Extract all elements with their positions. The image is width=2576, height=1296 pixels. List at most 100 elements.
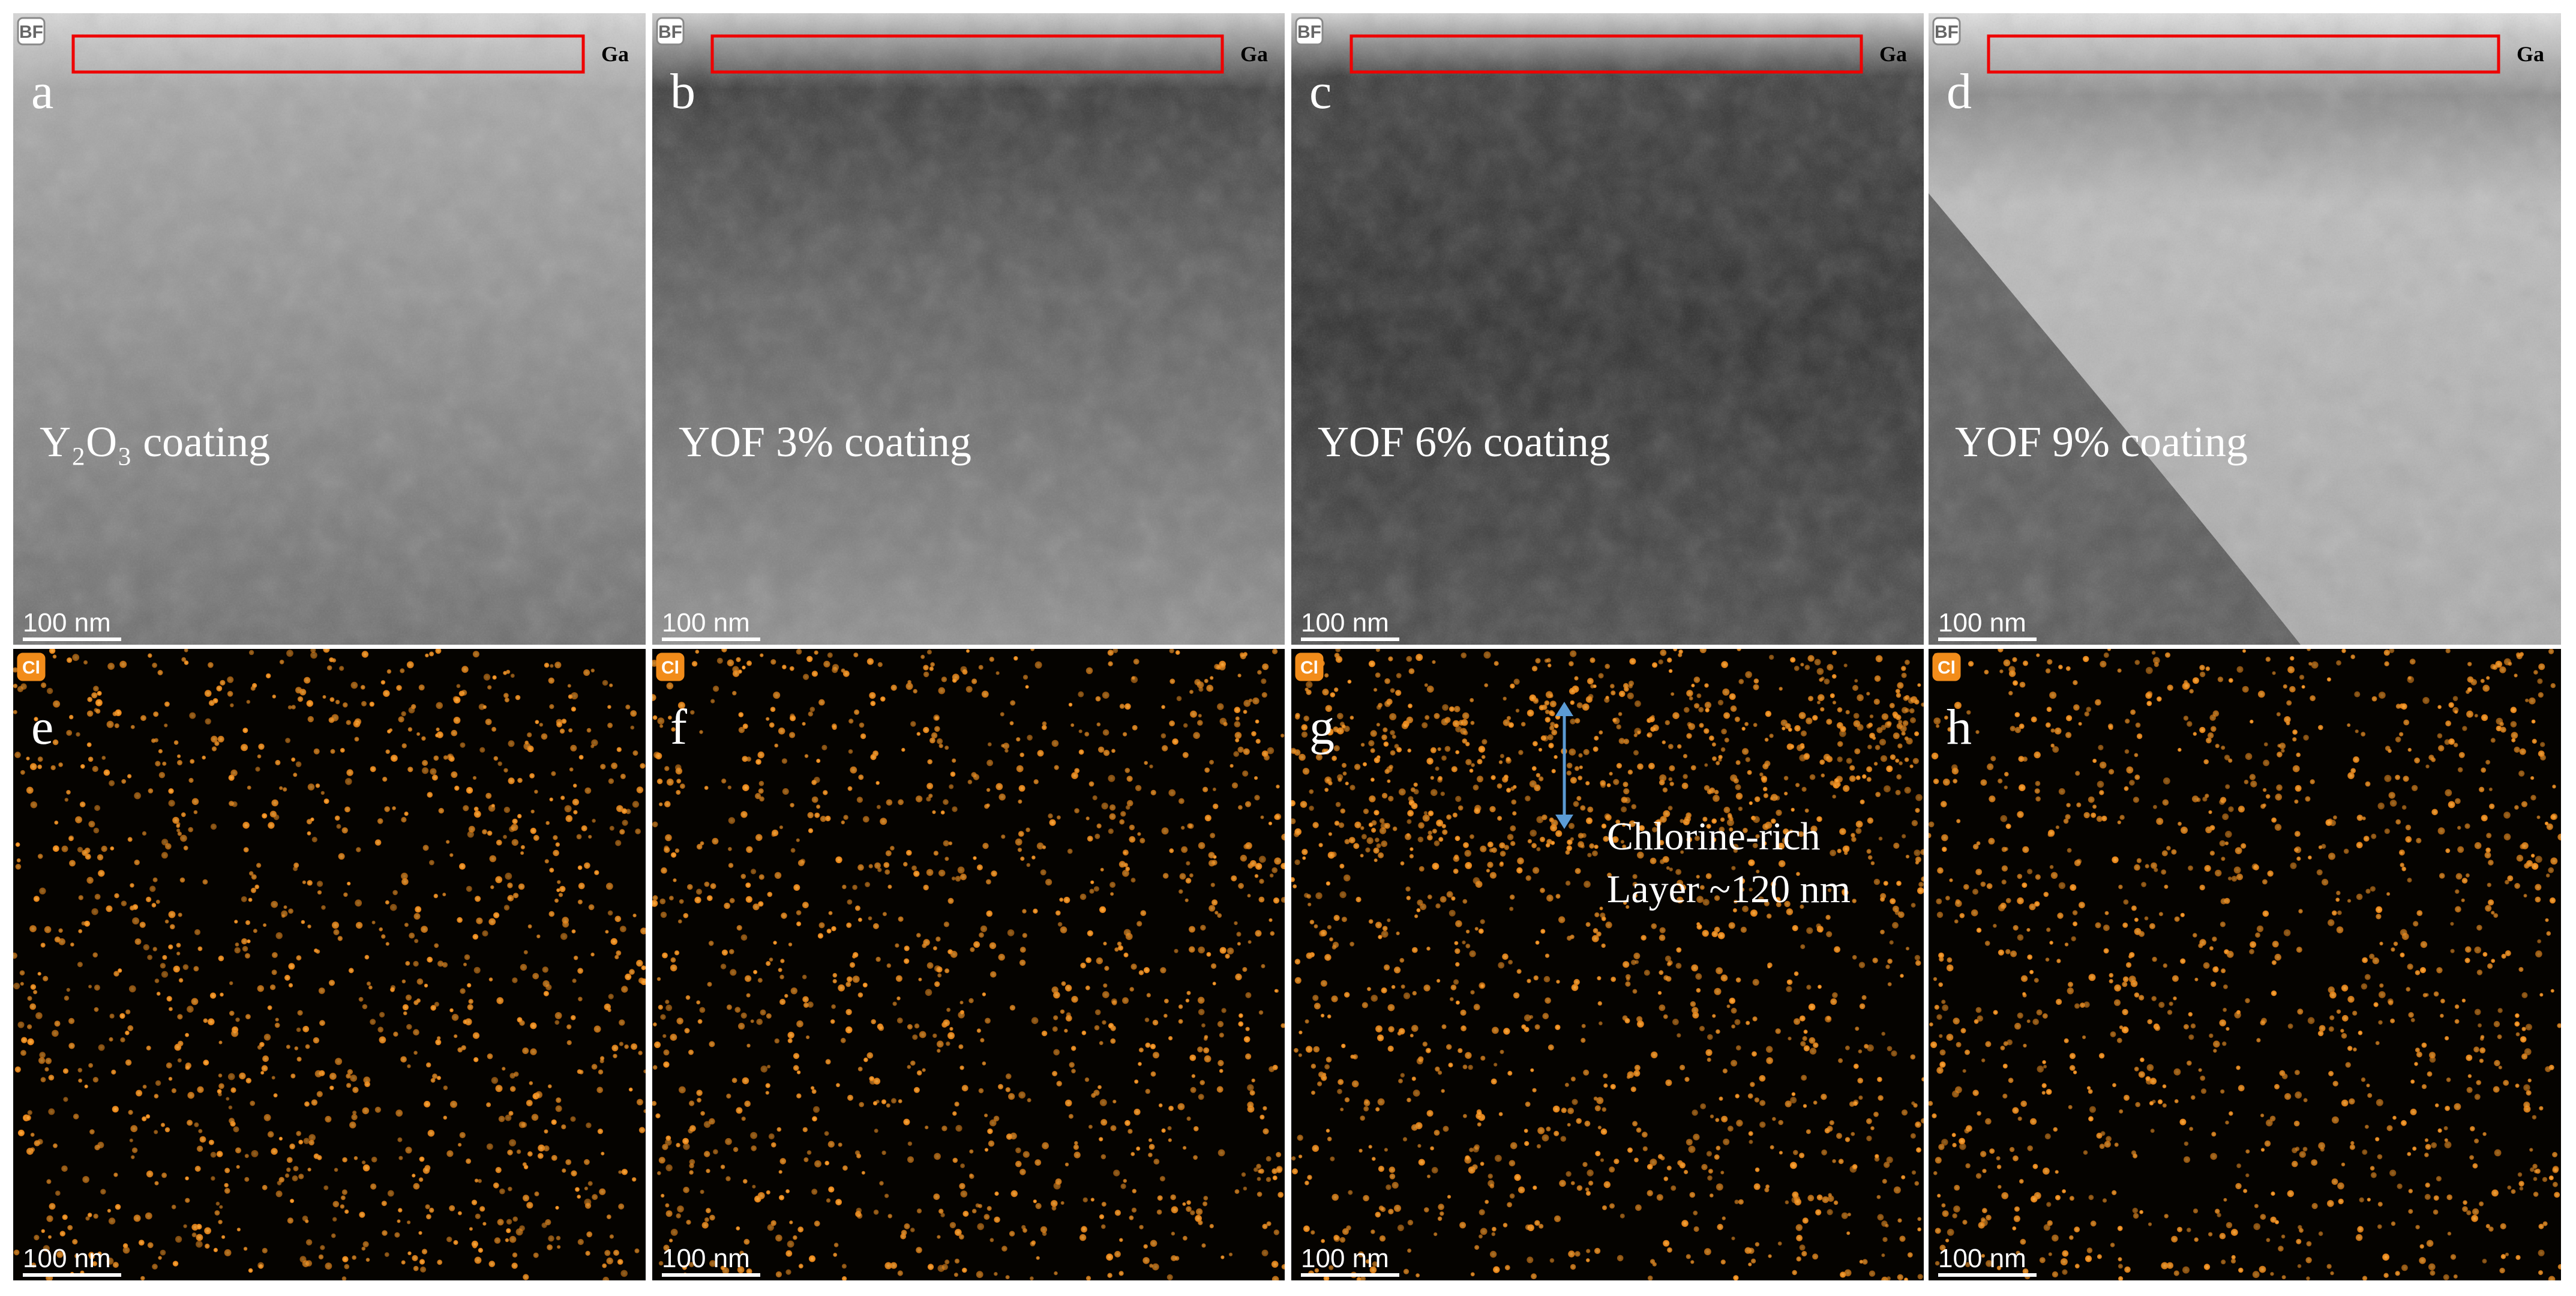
cl-signal: [2114, 984, 2121, 992]
cl-signal: [573, 810, 578, 815]
cl-signal: [890, 1262, 897, 1269]
cl-signal: [1130, 963, 1137, 970]
cl-signal: [1175, 650, 1180, 655]
cl-signal: [811, 671, 818, 677]
cl-signal: [609, 1234, 614, 1239]
cl-signal: [1160, 967, 1166, 974]
cl-signal: [2328, 1026, 2334, 1032]
cl-signal: [1247, 1102, 1254, 1109]
cl-signal: [1004, 749, 1009, 753]
cl-signal: [2076, 858, 2082, 864]
cl-signal: [2520, 1036, 2527, 1043]
cl-signal: [1639, 825, 1645, 831]
cl-signal: [520, 845, 525, 849]
cl-signal: [1576, 1185, 1583, 1191]
cl-signal: [2245, 753, 2253, 760]
cl-signal: [1650, 857, 1657, 864]
cl-signal: [1368, 919, 1374, 924]
cl-signal: [555, 1205, 559, 1210]
cl-signal: [1435, 1066, 1440, 1072]
cl-signal: [1035, 1203, 1042, 1210]
cl-signal: [1744, 722, 1749, 726]
cl-signal: [887, 884, 892, 889]
cl-signal: [1702, 930, 1709, 937]
cl-signal: [262, 1247, 268, 1253]
cl-signal: [746, 846, 753, 853]
cl-signal: [1130, 1152, 1135, 1156]
cl-signal: [1303, 716, 1309, 722]
cl-signal: [1696, 896, 1704, 903]
cl-signal: [1042, 1231, 1047, 1236]
cl-signal: [2387, 998, 2394, 1005]
cl-signal: [362, 1241, 369, 1247]
cl-signal: [2361, 1077, 2366, 1082]
cl-signal: [848, 749, 853, 754]
cl-signal: [1610, 1084, 1616, 1090]
cl-signal: [2557, 833, 2561, 841]
cl-signal: [571, 692, 578, 700]
cl-signal: [1371, 1229, 1375, 1234]
cl-signal: [1114, 947, 1119, 952]
cl-signal: [446, 840, 450, 844]
cl-signal: [725, 1138, 732, 1145]
cl-signal: [1570, 719, 1576, 725]
cl-signal: [227, 691, 233, 697]
cl-signal: [1327, 925, 1332, 930]
cl-signal: [925, 1126, 929, 1130]
cl-signal: [466, 885, 472, 892]
cl-signal: [1387, 779, 1391, 783]
cl-signal: [1680, 819, 1684, 824]
cl-signal: [1373, 847, 1380, 854]
cl-signal: [1500, 1049, 1504, 1054]
cl-signal: [652, 900, 658, 907]
cl-signal: [333, 929, 340, 935]
scale-bar-label: 100 nm: [1938, 608, 2026, 637]
cl-signal: [1189, 926, 1195, 933]
cl-signal: [1737, 649, 1741, 651]
cl-signal: [510, 674, 515, 678]
cl-signal: [2540, 742, 2545, 747]
cl-signal: [1604, 697, 1610, 703]
cl-signal: [1153, 1052, 1159, 1059]
cl-signal: [922, 1068, 926, 1072]
cl-signal: [493, 1182, 499, 1189]
cl-signal: [1575, 766, 1579, 771]
cl-signal: [134, 938, 142, 945]
cl-signal: [468, 999, 473, 1004]
cl-signal: [559, 728, 565, 734]
cl-signal: [350, 681, 358, 689]
cl-signal: [1545, 953, 1550, 958]
cl-signal: [760, 1065, 768, 1073]
cl-signal: [2466, 710, 2473, 718]
cl-signal: [2043, 1168, 2050, 1175]
cl-signal: [1242, 770, 1249, 777]
cl-signal: [158, 749, 163, 754]
cl-signal: [2200, 1075, 2206, 1081]
cl-signal: [1455, 948, 1461, 954]
cl-signal: [460, 742, 466, 748]
cl-signal: [811, 780, 817, 785]
cl-signal: [1431, 1167, 1438, 1174]
cl-signal: [1568, 1250, 1575, 1258]
cl-signal: [746, 1268, 752, 1274]
cl-signal: [2391, 1221, 2396, 1226]
cl-signal: [2481, 815, 2488, 822]
cl-signal: [2549, 897, 2556, 904]
cl-signal: [591, 1064, 598, 1070]
cl-signal: [2545, 918, 2549, 922]
cl-signal: [2298, 909, 2303, 914]
cl-signal: [355, 899, 362, 907]
cl-signal: [2328, 1071, 2334, 1076]
cl-signal: [554, 1012, 562, 1019]
badge-box: [1295, 17, 1324, 46]
cl-signal: [77, 846, 83, 853]
cl-signal: [2455, 889, 2460, 894]
cl-signal: [1172, 738, 1178, 745]
scale-bar: [23, 637, 121, 641]
cl-signal: [43, 975, 49, 981]
cl-signal: [2532, 738, 2537, 744]
cl-signal: [852, 884, 857, 890]
cl-signal: [1716, 761, 1720, 765]
cl-signal: [2034, 978, 2039, 983]
cl-signal: [804, 754, 809, 758]
